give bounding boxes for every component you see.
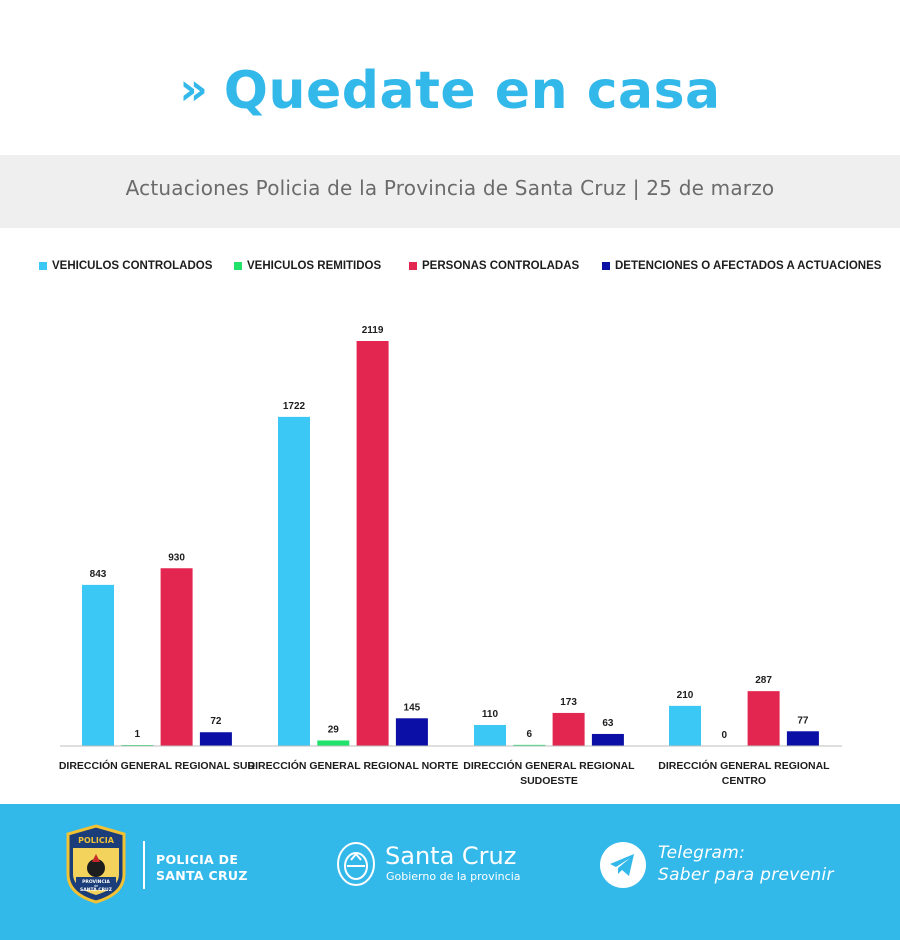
data-label-vehiculos-remitidos-1: 1 (135, 729, 141, 740)
data-label-personas-controladas-1: 930 (168, 552, 185, 563)
data-label-detenciones-o-afectados-a-actuaciones-2: 145 (404, 702, 421, 713)
footer (0, 804, 900, 940)
data-label-personas-controladas-4: 287 (755, 675, 772, 686)
telegram-icon[interactable] (600, 842, 646, 888)
bar-personas-controladas-4 (747, 691, 780, 746)
legend-item-detenciones: DETENCIONES O AFECTADOS A ACTUACIONES (602, 258, 881, 274)
badge-bottom-text-3: SANTA CRUZ (80, 887, 113, 893)
legend-swatch (234, 262, 242, 270)
category-label-4: DIRECCIÓN GENERAL REGIONAL (658, 759, 830, 772)
legend-label: VEHICULOS CONTROLADOS (52, 260, 213, 272)
province-seal-icon (337, 842, 375, 886)
bar-vehiculos-remitidos-2 (317, 740, 350, 746)
police-badge-icon: POLICIA PROVINCIA de SANTA CRUZ (66, 824, 126, 904)
data-label-personas-controladas-3: 173 (560, 697, 577, 708)
legend-swatch (602, 262, 610, 270)
bar-chart: 843 1 930 72 DIRECCIÓN GENERAL REGIONAL SUR 1… (59, 325, 842, 787)
legend-label: PERSONAS CONTROLADAS (422, 260, 580, 272)
bar-detenciones-o-afectados-a-actuaciones-3 (591, 733, 624, 746)
header-banner (0, 0, 900, 155)
data-label-vehiculos-controlados-1: 843 (90, 569, 107, 580)
telegram-line2: Saber para prevenir (658, 865, 834, 885)
legend-label: VEHICULOS REMITIDOS (247, 260, 382, 272)
telegram-line1: Telegram: (658, 843, 746, 863)
bar-vehiculos-controlados-2 (278, 416, 310, 746)
data-label-vehiculos-remitidos-3: 6 (527, 729, 533, 740)
data-label-vehiculos-controlados-3: 110 (482, 709, 499, 720)
bar-detenciones-o-afectados-a-actuaciones-2 (395, 718, 428, 746)
bar-detenciones-o-afectados-a-actuaciones-1 (199, 732, 232, 746)
data-label-vehiculos-controlados-4: 210 (677, 690, 694, 701)
data-label-detenciones-o-afectados-a-actuaciones-4: 77 (797, 715, 809, 726)
bar-detenciones-o-afectados-a-actuaciones-4 (786, 731, 819, 746)
badge-bottom-text-1: PROVINCIA (82, 879, 110, 885)
data-label-vehiculos-controlados-2: 1722 (283, 401, 306, 412)
footer-divider (143, 841, 145, 889)
category-label-3: DIRECCIÓN GENERAL REGIONAL (463, 759, 635, 772)
policia-label-line1: POLICIA DE (156, 852, 239, 867)
bar-vehiculos-remitidos-3 (513, 744, 546, 746)
legend-swatch (409, 262, 417, 270)
legend-item-vehiculos-remitidos: VEHICULOS REMITIDOS (234, 258, 381, 274)
bar-vehiculos-controlados-1 (82, 584, 114, 746)
bar-personas-controladas-3 (552, 712, 585, 746)
santa-cruz-subtitle: Gobierno de la provincia (386, 870, 521, 883)
category-label-3: SUDOESTE (520, 775, 578, 787)
data-label-personas-controladas-2: 2119 (362, 325, 384, 336)
bar-vehiculos-controlados-3 (474, 724, 506, 746)
bar-personas-controladas-2 (356, 341, 389, 746)
page-title-text: Quedate en casa (223, 61, 721, 121)
data-label-vehiculos-remitidos-4: 0 (722, 730, 728, 741)
category-label-2: DIRECCIÓN GENERAL REGIONAL NORTE (248, 759, 459, 772)
policia-label-line2: SANTA CRUZ (156, 868, 248, 883)
policia-label: POLICIA DE SANTA CRUZ (156, 852, 248, 884)
legend-label: DETENCIONES O AFECTADOS A ACTUACIONES (615, 260, 882, 272)
data-label-detenciones-o-afectados-a-actuaciones-3: 63 (602, 718, 614, 729)
bar-personas-controladas-1 (160, 568, 193, 746)
category-label-4: CENTRO (722, 775, 766, 787)
badge-bottom-text-2: de (94, 884, 98, 888)
data-label-detenciones-o-afectados-a-actuaciones-1: 72 (210, 716, 222, 727)
badge-top-text: POLICIA (78, 836, 115, 845)
subtitle-bar (0, 155, 900, 228)
bar-vehiculos-controlados-4 (669, 705, 701, 746)
data-label-vehiculos-remitidos-2: 29 (328, 724, 340, 735)
chevron-right-icon: » (179, 64, 208, 115)
legend-swatch (39, 262, 47, 270)
page-title: » Quedate en casa (0, 58, 900, 123)
telegram-text[interactable]: Telegram: Saber para prevenir (658, 842, 834, 886)
category-label-1: DIRECCIÓN GENERAL REGIONAL SUR (59, 759, 256, 772)
legend-item-vehiculos-controlados: VEHICULOS CONTROLADOS (39, 258, 212, 274)
legend-item-personas-controladas: PERSONAS CONTROLADAS (409, 258, 579, 274)
chart-subtitle: Actuaciones Policia de la Provincia de S… (125, 176, 775, 200)
santa-cruz-logo-text: Santa Cruz (385, 842, 517, 870)
